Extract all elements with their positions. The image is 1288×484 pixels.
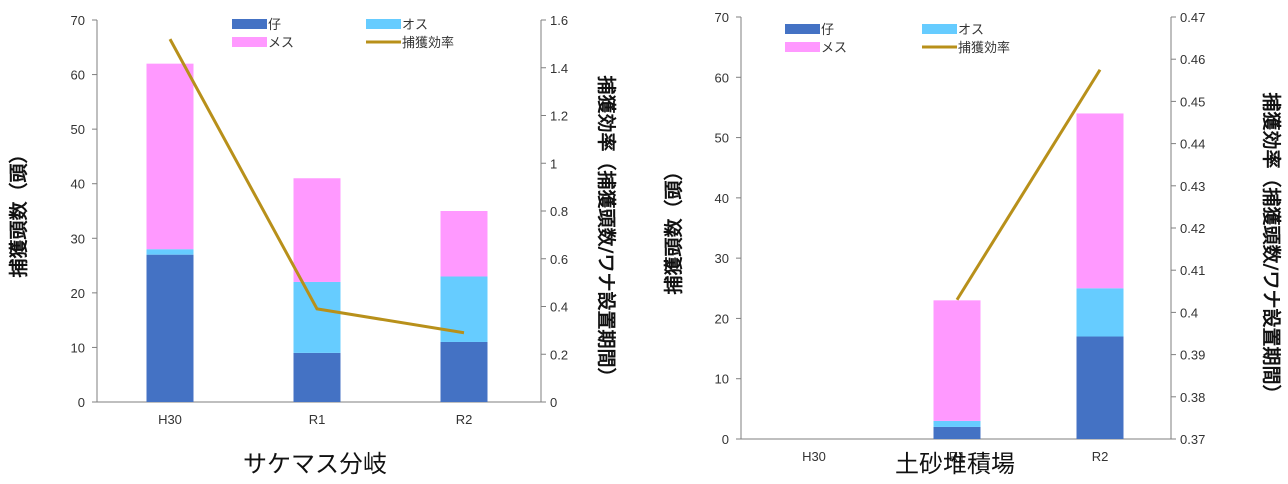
right-tick-label: 0.37	[1180, 432, 1205, 447]
left-tick-label: 70	[71, 13, 85, 28]
bar-segment	[440, 211, 488, 277]
right-tick-label: 0.43	[1180, 179, 1205, 194]
right-axis-title: 捕獲効率（捕獲頭数/ワナ設置期間）	[595, 76, 618, 387]
chart-title: サケマス分岐	[243, 450, 387, 478]
left-tick-label: 30	[715, 251, 729, 266]
legend-swatch	[232, 19, 267, 29]
right-tick-label: 0.39	[1180, 348, 1205, 363]
legend-label: オス	[402, 18, 428, 33]
efficiency-line	[168, 38, 465, 335]
right-tick-label: 1	[550, 156, 557, 171]
right-tick-label: 0.4	[1180, 305, 1198, 320]
right-axis-title: 捕獲効率（捕獲頭数/ワナ設置期間）	[1260, 93, 1283, 404]
bar-segment	[933, 420, 981, 427]
left-tick-label: 40	[71, 177, 85, 192]
left-axis-title: 捕獲頭数（頭）	[7, 144, 30, 277]
right-tick-label: 1.2	[550, 109, 568, 124]
right-tick-label: 0.38	[1180, 390, 1205, 405]
right-tick-label: 0.45	[1180, 94, 1205, 109]
left-tick-label: 20	[71, 286, 85, 301]
legend-label: 捕獲効率	[402, 35, 454, 51]
chart-2: 0 10 20 30 40 50 60 70 0.37 0.38 0.39 0.4 0.41 0.42 0.…	[662, 10, 1283, 478]
category-label: R1	[309, 412, 326, 427]
legend-swatch	[785, 24, 820, 34]
left-tick-label: 50	[715, 131, 729, 146]
right-tick-label: 1.4	[550, 61, 568, 76]
efficiency-line	[955, 68, 1102, 301]
chart-title: 土砂堆積場	[895, 450, 1015, 478]
bar-segment	[1076, 288, 1124, 337]
category-label: H30	[802, 449, 826, 464]
legend-label: オス	[958, 23, 984, 38]
left-tick-label: 60	[715, 70, 729, 85]
bar-segment	[293, 178, 341, 282]
right-tick-label: 0.46	[1180, 52, 1205, 67]
bar-segment	[293, 281, 341, 353]
left-tick-label: 60	[71, 68, 85, 83]
right-tick-label: 0.42	[1180, 221, 1205, 236]
right-tick-label: 0.47	[1180, 10, 1205, 25]
left-tick-label: 40	[715, 191, 729, 206]
right-tick-label: 0.44	[1180, 137, 1205, 152]
category-label: H30	[158, 412, 182, 427]
category-label: R2	[1092, 449, 1109, 464]
legend-label: メス	[268, 36, 294, 51]
bar-segment	[933, 426, 981, 439]
legend-label: メス	[821, 41, 847, 56]
left-tick-label: 30	[71, 231, 85, 246]
legend-label: 仔	[268, 18, 281, 33]
left-axis-title: 捕獲頭数（頭）	[662, 161, 685, 294]
left-tick-label: 70	[715, 10, 729, 25]
legend-swatch	[366, 19, 401, 29]
legend-label: 捕獲効率	[958, 40, 1010, 56]
left-tick-label: 10	[715, 372, 729, 387]
bar-segment	[440, 341, 488, 402]
bar-segment	[146, 63, 194, 250]
left-tick-label: 10	[71, 340, 85, 355]
right-tick-label: 0	[550, 395, 557, 410]
right-tick-label: 0.6	[550, 252, 568, 267]
category-label: R1	[949, 449, 966, 464]
left-tick-label: 20	[715, 311, 729, 326]
left-tick-label: 0	[78, 395, 85, 410]
legend-swatch	[922, 24, 957, 34]
right-tick-label: 0.2	[550, 347, 568, 362]
bar-segment	[293, 352, 341, 402]
bar-segment	[1076, 113, 1124, 289]
bar-segment	[146, 254, 194, 402]
left-tick-label: 50	[71, 122, 85, 137]
legend-label: 仔	[821, 23, 834, 38]
bar-segment	[146, 249, 194, 255]
bar-segment	[933, 300, 981, 421]
left-tick-label: 0	[722, 432, 729, 447]
chart-1: 0 10 20 30 40 50 60 70 0 0.2 0.4 0.6 0.8 1 1.2 1.4 1.6 H3…	[7, 13, 618, 478]
legend-swatch	[785, 42, 820, 52]
legend-swatch	[232, 37, 267, 47]
right-tick-label: 0.4	[550, 300, 568, 315]
bar-segment	[1076, 336, 1124, 439]
right-tick-label: 1.6	[550, 13, 568, 28]
right-tick-label: 0.41	[1180, 263, 1205, 278]
category-label: R2	[456, 412, 473, 427]
right-tick-label: 0.8	[550, 204, 568, 219]
